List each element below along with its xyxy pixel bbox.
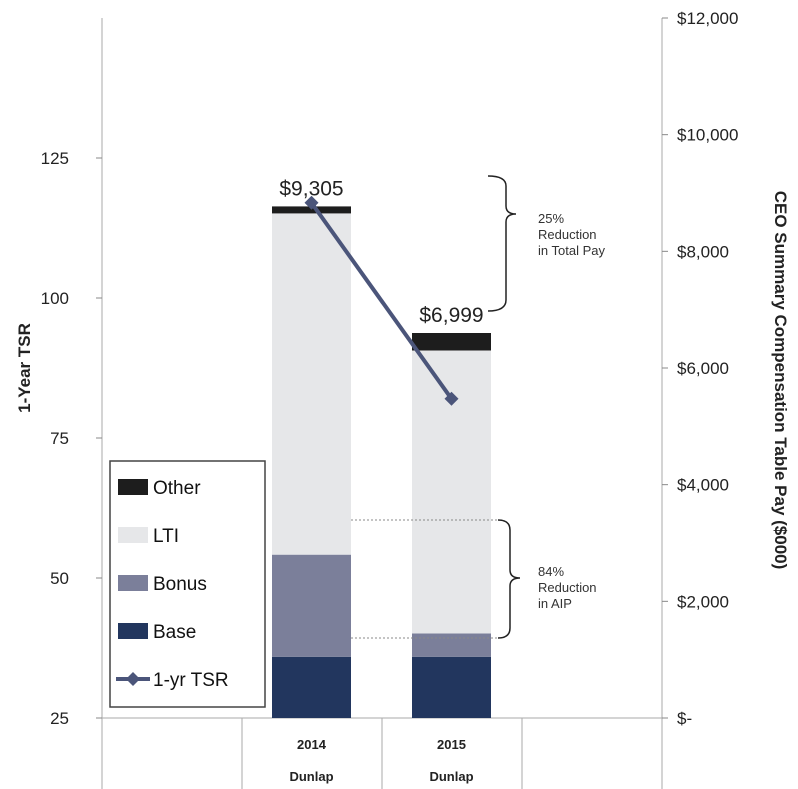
left-axis-ticks: 125 100 75 50 25 bbox=[41, 149, 102, 728]
total-labels: $9,305 $6,999 bbox=[279, 177, 483, 327]
right-tick-label: $10,000 bbox=[677, 126, 738, 145]
tsr-series bbox=[304, 195, 459, 406]
aip-brace-icon bbox=[497, 519, 521, 639]
right-tick-label: $12,000 bbox=[677, 9, 738, 28]
right-tick-label: $2,000 bbox=[677, 592, 729, 611]
bar-other-2014 bbox=[272, 206, 351, 214]
category-year: 2015 bbox=[437, 737, 466, 752]
bar-other-2015 bbox=[412, 333, 491, 351]
legend-swatch bbox=[118, 623, 148, 639]
legend-label: Base bbox=[153, 622, 196, 643]
bar-stacks bbox=[272, 206, 491, 718]
legend-label: Other bbox=[153, 478, 201, 499]
legend-swatch bbox=[118, 479, 148, 495]
category-year: 2014 bbox=[297, 737, 327, 752]
tsr-line bbox=[309, 201, 454, 400]
legend-marker bbox=[126, 672, 140, 686]
bar-base-2015 bbox=[412, 656, 491, 718]
right-axis-ticks: $12,000 $10,000 $8,000 $6,000 $4,000 $2,000 $- bbox=[662, 9, 738, 728]
right-tick-label: $- bbox=[677, 709, 692, 728]
total-label: $6,999 bbox=[419, 304, 483, 327]
category-name: Dunlap bbox=[429, 769, 473, 784]
annotation-text: 84% bbox=[538, 564, 564, 579]
right-tick-label: $4,000 bbox=[677, 476, 729, 495]
left-tick-label: 50 bbox=[50, 569, 69, 588]
legend-swatch bbox=[118, 527, 148, 543]
annotation-text: 25% bbox=[538, 211, 564, 226]
tsr-point bbox=[444, 391, 459, 406]
legend: Other LTI Bonus Base 1-yr TSR bbox=[109, 460, 266, 708]
bar-base-2014 bbox=[272, 656, 351, 718]
legend-label: LTI bbox=[153, 526, 179, 547]
annotation-text: Reduction bbox=[538, 227, 597, 242]
annotation-text: in Total Pay bbox=[538, 243, 605, 258]
left-tick-label: 125 bbox=[41, 149, 69, 168]
annotation-text: in AIP bbox=[538, 596, 572, 611]
category-labels: 2014 Dunlap 2015 Dunlap bbox=[289, 737, 473, 784]
left-tick-label: 25 bbox=[50, 709, 69, 728]
category-name: Dunlap bbox=[289, 769, 333, 784]
right-tick-label: $8,000 bbox=[677, 242, 729, 261]
legend-label: 1-yr TSR bbox=[153, 670, 229, 691]
bar-bonus-2015 bbox=[412, 633, 491, 657]
left-tick-label: 100 bbox=[41, 289, 69, 308]
annotation-text: Reduction bbox=[538, 580, 597, 595]
right-tick-label: $6,000 bbox=[677, 359, 729, 378]
left-axis-title: 1-Year TSR bbox=[15, 323, 34, 413]
total-label: $9,305 bbox=[279, 177, 343, 200]
right-axis-title: CEO Summary Compensation Table Pay ($000… bbox=[771, 191, 790, 570]
bar-lti-2014 bbox=[272, 213, 351, 555]
tsr-point bbox=[304, 195, 319, 210]
legend-label: Bonus bbox=[153, 574, 207, 595]
left-tick-label: 75 bbox=[50, 429, 69, 448]
legend-swatch bbox=[118, 575, 148, 591]
bar-bonus-2014 bbox=[272, 554, 351, 657]
total-pay-brace-icon bbox=[487, 175, 517, 312]
